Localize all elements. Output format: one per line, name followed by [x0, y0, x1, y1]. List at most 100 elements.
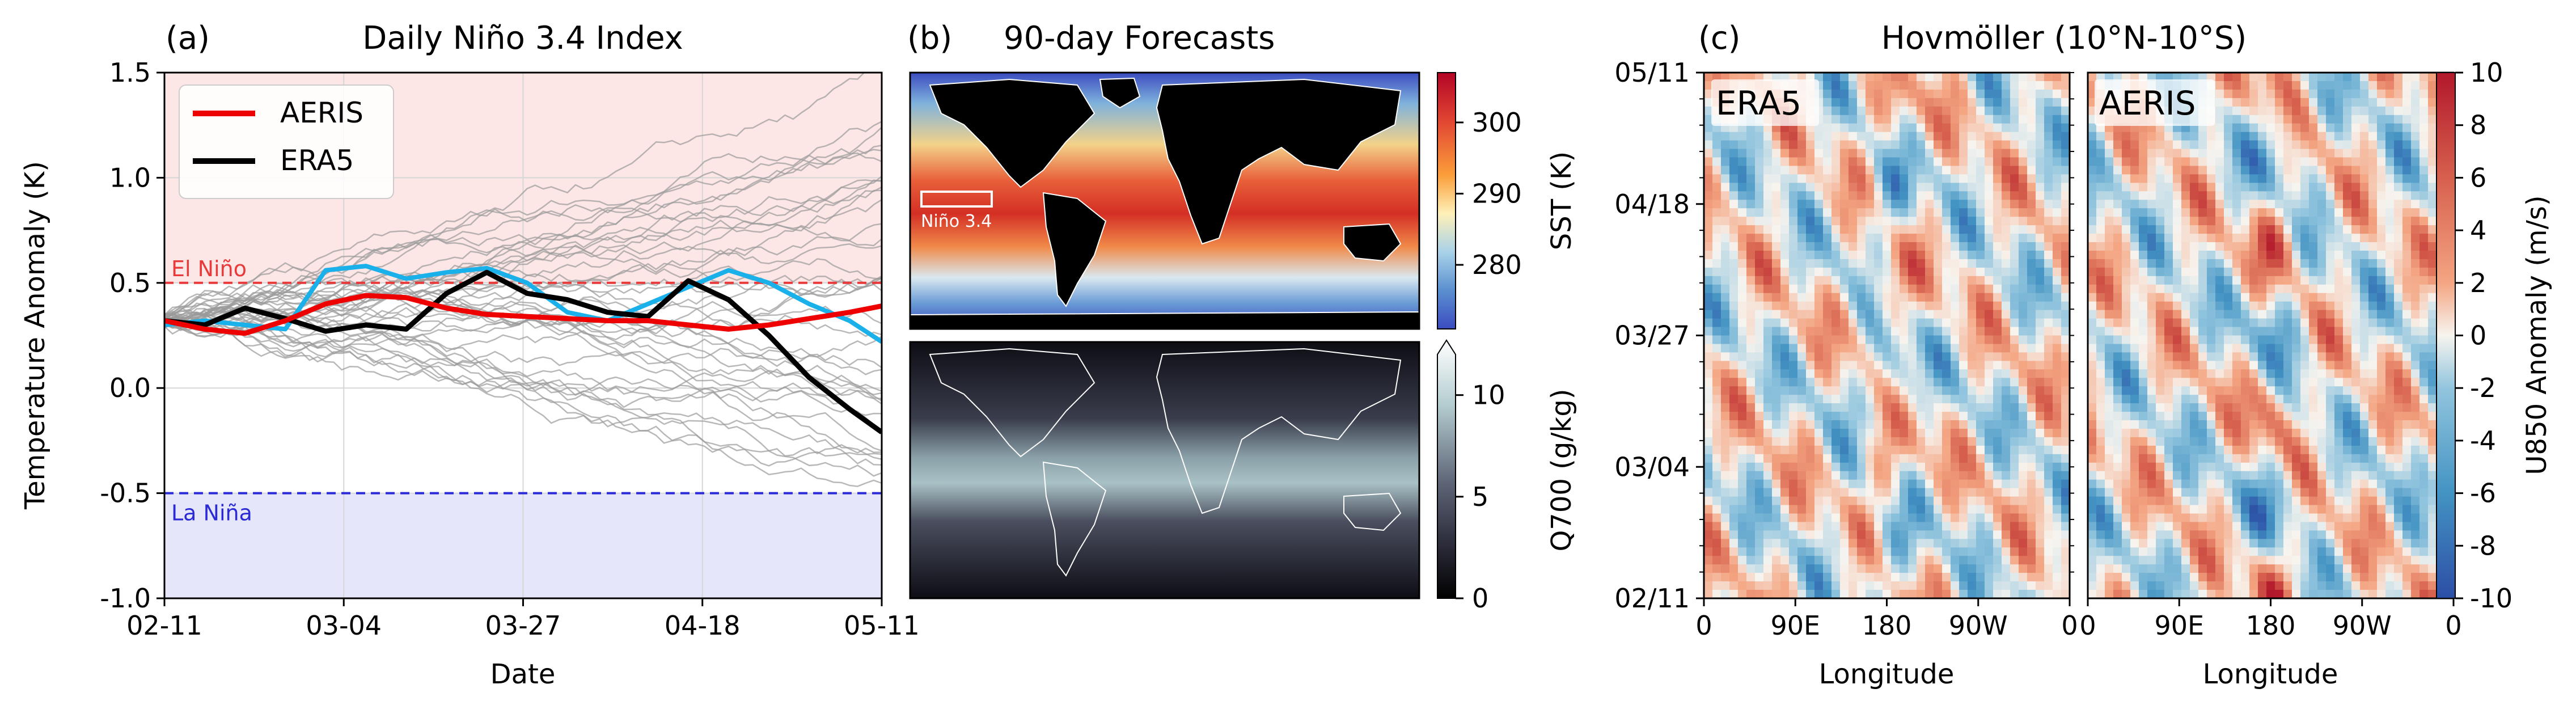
hovmoller-cell — [1763, 539, 1773, 548]
hovmoller-cell — [1814, 454, 1824, 463]
hovmoller-cell — [1934, 251, 1943, 260]
hovmoller-cell — [2036, 335, 2045, 345]
hovmoller-cell — [2309, 293, 2318, 302]
hovmoller-cell — [1968, 462, 1977, 472]
hovmoller-cell — [1746, 454, 1756, 463]
hovmoller-cell — [1806, 208, 1815, 217]
hovmoller-cell — [2181, 462, 2190, 472]
hovmoller-cell — [1721, 361, 1730, 370]
hovmoller-cell — [1959, 344, 1968, 353]
hovmoller-cell — [2334, 471, 2344, 480]
hovmoller-cell — [2326, 445, 2335, 455]
hovmoller-cell — [2215, 412, 2224, 421]
hovmoller-cell — [1883, 284, 1892, 294]
hovmoller-cell — [2096, 242, 2105, 251]
hovmoller-cell — [1925, 81, 1934, 90]
hovmoller-cell — [2241, 81, 2250, 90]
hovmoller-cell — [1849, 539, 1858, 548]
hovmoller-cell — [2044, 284, 2053, 294]
hovmoller-cell — [2088, 479, 2097, 489]
hovmoller-cell — [1704, 539, 1713, 548]
hovmoller-cell — [2156, 403, 2165, 412]
hovmoller-cell — [2411, 115, 2420, 124]
hovmoller-cell — [2266, 200, 2275, 209]
hovmoller-cell — [1823, 369, 1832, 379]
hovmoller-cell — [2377, 73, 2386, 82]
hovmoller-cell — [2394, 208, 2403, 217]
hovmoller-cell — [1806, 412, 1815, 421]
hovmoller-cell — [2105, 327, 2114, 336]
hovmoller-cell — [2139, 403, 2148, 412]
hovmoller-cell — [2402, 259, 2412, 268]
hovmoller-cell — [2394, 259, 2403, 268]
hovmoller-cell — [2334, 488, 2344, 497]
hovmoller-cell — [2317, 115, 2327, 124]
hovmoller-cell — [2036, 581, 2045, 590]
hovmoller-cell — [1840, 123, 1849, 133]
hovmoller-cell — [1780, 293, 1790, 302]
hovmoller-cell — [1866, 590, 1875, 598]
hovmoller-cell — [2334, 149, 2344, 158]
hovmoller-cell — [1772, 395, 1781, 404]
hovmoller-cell — [1968, 191, 1977, 201]
hovmoller-cell — [1840, 471, 1849, 480]
hovmoller-cell — [1763, 445, 1773, 455]
hovmoller-cell — [2105, 437, 2114, 446]
hovmoller-cell — [1883, 530, 1892, 540]
hovmoller-cell — [1789, 174, 1798, 184]
hovmoller-cell — [1985, 106, 1994, 116]
hovmoller-cell — [1780, 496, 1790, 506]
hovmoller-cell — [2317, 251, 2327, 260]
hovmoller-cell — [1934, 183, 1943, 192]
hovmoller-cell — [1866, 378, 1875, 387]
hovmoller-cell — [1968, 335, 1977, 345]
hovmoller-cell — [1721, 335, 1730, 345]
hovmoller-cell — [1976, 191, 1985, 201]
hovmoller-cell — [1934, 327, 1943, 336]
hovmoller-cell — [2019, 132, 2028, 141]
hovmoller-cell — [2377, 157, 2386, 167]
hovmoller-cell — [2317, 429, 2327, 438]
hovmoller-cell — [1883, 462, 1892, 472]
hovmoller-cell — [1959, 149, 1968, 158]
hovmoller-cell — [2207, 318, 2216, 328]
hovmoller-cell — [2428, 73, 2437, 82]
hovmoller-cell — [2224, 471, 2233, 480]
hovmoller-cell — [2113, 267, 2122, 277]
hovmoller-cell — [2241, 73, 2250, 82]
hovmoller-cell — [2027, 132, 2036, 141]
hovmoller-cell — [1780, 132, 1790, 141]
hovmoller-cell — [1755, 581, 1764, 590]
hovmoller-cell — [1934, 471, 1943, 480]
hovmoller-cell — [2096, 429, 2105, 438]
hovmoller-cell — [1925, 513, 1934, 523]
hovmoller-cell — [2164, 462, 2173, 472]
hovmoller-cell — [2053, 251, 2062, 260]
hovmoller-cell — [2044, 98, 2053, 107]
hovmoller-cell — [1772, 276, 1781, 285]
hovmoller-cell — [2122, 217, 2131, 226]
hovmoller-cell — [2207, 445, 2216, 455]
hovmoller-cell — [2061, 590, 2070, 598]
hovmoller-cell — [1976, 318, 1985, 328]
hovmoller-cell — [1849, 166, 1858, 175]
hovmoller-cell — [2002, 115, 2011, 124]
hovmoller-cell — [2309, 73, 2318, 82]
hovmoller-cell — [2360, 225, 2369, 234]
hovmoller-cell — [2061, 174, 2070, 184]
hovmoller-cell — [1959, 327, 1968, 336]
hovmoller-cell — [1917, 420, 1926, 429]
hovmoller-cell — [1721, 217, 1730, 226]
hovmoller-cell — [2036, 157, 2045, 167]
hovmoller-cell — [1993, 479, 2002, 489]
hovmoller-cell — [1729, 547, 1739, 557]
hovmoller-cell — [2139, 378, 2148, 387]
hovmoller-cell — [1942, 149, 1951, 158]
hovmoller-cell — [2402, 98, 2412, 107]
hovmoller-cell — [2027, 344, 2036, 353]
hovmoller-cell — [2044, 445, 2053, 455]
hovmoller-cell — [1772, 412, 1781, 421]
hovmoller-cell — [2309, 284, 2318, 294]
hovmoller-cell — [2061, 344, 2070, 353]
hovmoller-cell — [1976, 429, 1985, 438]
